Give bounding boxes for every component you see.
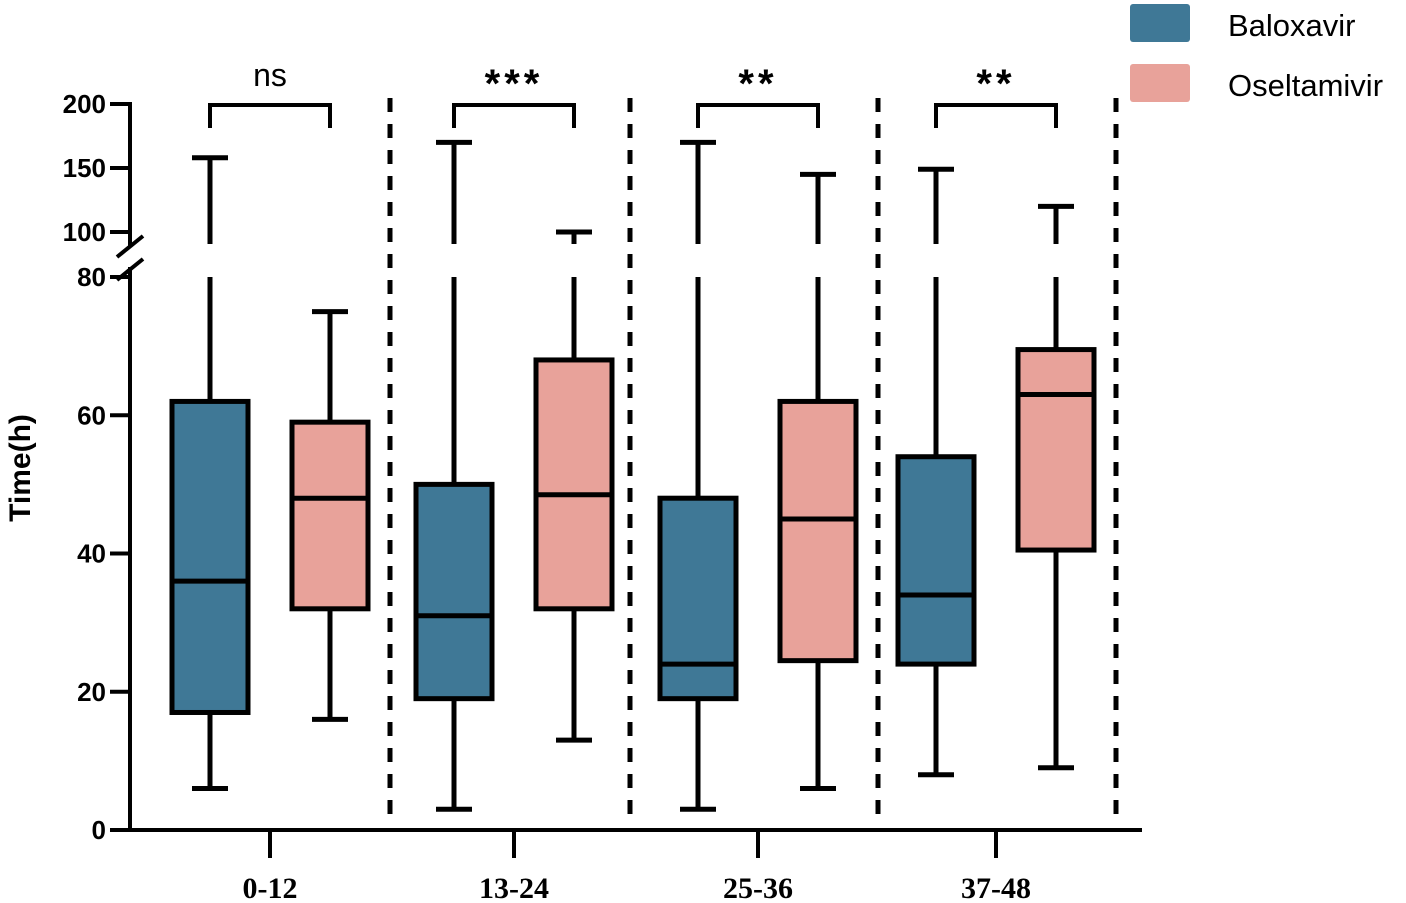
y-tick-label: 80	[77, 262, 106, 292]
box-baloxavir-25-36	[657, 139, 739, 812]
axis-break-mark	[115, 234, 145, 259]
significance-label: ns	[253, 57, 287, 93]
box-iqr	[1015, 347, 1097, 553]
legend-swatch-baloxavir	[1130, 4, 1190, 42]
box-iqr	[895, 454, 977, 667]
legend: Baloxavir Oseltamivir	[1130, 4, 1383, 103]
y-tick-label: 0	[92, 815, 106, 845]
box-iqr	[533, 357, 615, 612]
box-oseltamivir-37-48	[1015, 203, 1097, 771]
box-iqr	[169, 398, 251, 715]
box-baloxavir-37-48	[895, 166, 977, 778]
box-baloxavir-13-24	[413, 139, 495, 812]
legend-swatch-oseltamivir	[1130, 64, 1190, 102]
box-iqr	[413, 481, 495, 702]
significance-label: **	[976, 62, 1015, 106]
significance-label: ***	[485, 62, 544, 106]
y-tick-label: 100	[63, 217, 106, 247]
x-tick-label: 37-48	[961, 872, 1031, 903]
y-tick-label: 60	[77, 400, 106, 430]
box-baloxavir-0-12	[169, 155, 251, 792]
box-oseltamivir-0-12	[289, 309, 371, 722]
x-tick-label: 0-12	[243, 872, 298, 903]
box-oseltamivir-13-24	[533, 229, 615, 743]
group-dividers	[387, 98, 1119, 826]
box-oseltamivir-25-36	[777, 171, 859, 792]
boxes-layer	[169, 139, 1097, 812]
box-iqr	[657, 495, 739, 702]
box-iqr	[777, 398, 859, 664]
significance-bracket	[452, 103, 576, 128]
y-tick-label: 200	[63, 89, 106, 119]
y-axis-label: Time(h)	[4, 414, 37, 522]
y-tick-label: 150	[63, 153, 106, 183]
significance-layer: ns *** ** **	[208, 57, 1058, 128]
significance-label: **	[738, 62, 777, 106]
y-tick-label: 40	[77, 539, 106, 569]
axes-layer: 0 20 40 60 80 100 150 200 0-12 13-24 25-36 37-48	[63, 89, 1142, 903]
x-tick-label: 13-24	[479, 872, 549, 903]
significance-bracket	[934, 103, 1058, 128]
y-tick-label: 20	[77, 677, 106, 707]
legend-label-oseltamivir: Oseltamivir	[1228, 68, 1383, 103]
box-iqr	[289, 419, 371, 612]
legend-label-baloxavir: Baloxavir	[1228, 8, 1356, 43]
x-tick-label: 25-36	[723, 872, 793, 903]
significance-bracket	[696, 103, 820, 128]
significance-bracket	[208, 103, 332, 128]
